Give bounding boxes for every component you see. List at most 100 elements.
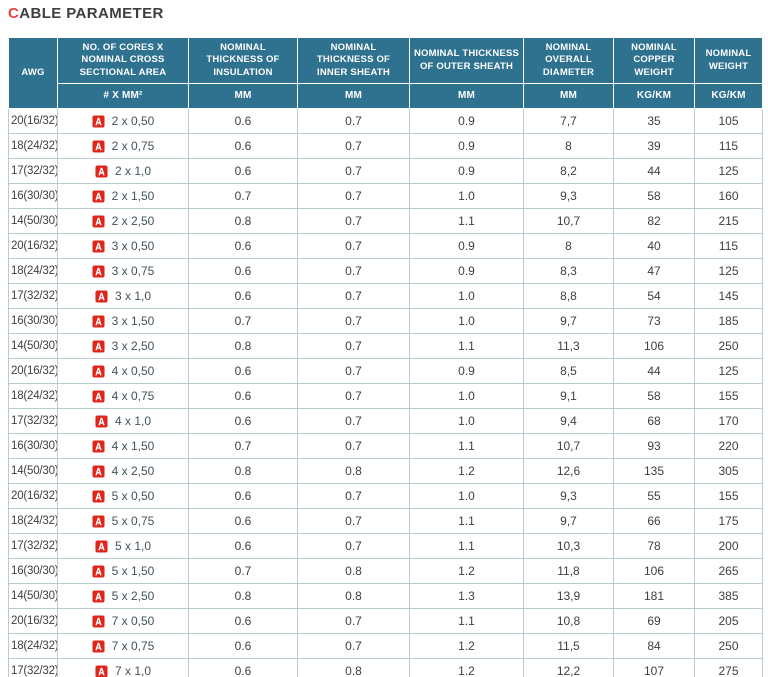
value-cell: 0.7: [297, 408, 410, 434]
cores-label: 4 x 2,50: [111, 464, 155, 478]
value-cell: 115: [694, 233, 763, 259]
cores-label: 2 x 1,50: [111, 189, 155, 203]
cores-label: 3 x 1,0: [114, 289, 152, 303]
table-row: 18(24/32) 5 x 0,75 0.6 0.7 1.1 9,7 66 175: [8, 508, 763, 534]
value-cell: 10,3: [523, 533, 614, 559]
value-cell: 1.0: [409, 308, 524, 334]
cores-cell: 4 x 1,50: [57, 433, 189, 459]
pdf-icon[interactable]: [95, 414, 108, 428]
table-row: 20(16/32) 3 x 0,50 0.6 0.7 0.9 8 40 115: [8, 233, 763, 259]
value-cell: 8,3: [523, 258, 614, 284]
cores-cell: 3 x 0,50: [57, 233, 189, 259]
value-cell: 0.7: [188, 433, 298, 459]
table-row: 14(50/30) 5 x 2,50 0.8 0.8 1.3 13,9 181 385: [8, 583, 763, 609]
value-cell: 215: [694, 208, 763, 234]
cores-label: 5 x 1,0: [114, 539, 152, 553]
value-cell: 1.0: [409, 483, 524, 509]
value-cell: 0.9: [409, 108, 524, 134]
pdf-icon[interactable]: [92, 114, 105, 128]
value-cell: 0.7: [297, 383, 410, 409]
table-row: 20(16/32) 7 x 0,50 0.6 0.7 1.1 10,8 69 205: [8, 608, 763, 634]
pdf-icon[interactable]: [92, 489, 105, 503]
cores-cell: 7 x 0,75: [57, 633, 189, 659]
col-header-insulation: NOMINAL THICKNESS OF INSULATION: [188, 37, 298, 84]
value-cell: 0.8: [297, 658, 410, 677]
value-cell: 12,6: [523, 458, 614, 484]
value-cell: 106: [613, 333, 695, 359]
pdf-icon[interactable]: [92, 564, 105, 578]
value-cell: 0.8: [297, 458, 410, 484]
unit-cores: # X MM²: [57, 83, 189, 109]
pdf-icon[interactable]: [92, 214, 105, 228]
pdf-icon[interactable]: [95, 164, 108, 178]
value-cell: 0.6: [188, 258, 298, 284]
cores-cell: 2 x 1,50: [57, 183, 189, 209]
table-row: 20(16/32) 5 x 0,50 0.6 0.7 1.0 9,3 55 155: [8, 483, 763, 509]
value-cell: 0.7: [297, 158, 410, 184]
value-cell: 44: [613, 358, 695, 384]
table-row: 17(32/32) 4 x 1,0 0.6 0.7 1.0 9,4 68 170: [8, 408, 763, 434]
awg-cell: 17(32/32): [8, 658, 58, 677]
pdf-icon[interactable]: [92, 139, 105, 153]
pdf-icon[interactable]: [92, 514, 105, 528]
pdf-icon[interactable]: [95, 289, 108, 303]
cores-label: 4 x 1,0: [114, 414, 152, 428]
cores-cell: 3 x 2,50: [57, 333, 189, 359]
awg-cell: 18(24/32): [8, 633, 58, 659]
value-cell: 305: [694, 458, 763, 484]
pdf-icon[interactable]: [95, 664, 108, 677]
pdf-icon[interactable]: [92, 439, 105, 453]
cores-cell: 4 x 2,50: [57, 458, 189, 484]
value-cell: 1.0: [409, 283, 524, 309]
cores-cell: 5 x 1,50: [57, 558, 189, 584]
cores-cell: 7 x 0,50: [57, 608, 189, 634]
pdf-icon[interactable]: [92, 339, 105, 353]
value-cell: 0.7: [297, 258, 410, 284]
pdf-icon[interactable]: [92, 614, 105, 628]
value-cell: 0.9: [409, 358, 524, 384]
cores-label: 5 x 1,50: [111, 564, 155, 578]
pdf-icon[interactable]: [92, 589, 105, 603]
value-cell: 0.6: [188, 108, 298, 134]
table-header: AWG NO. OF CORES X NOMINAL CROSS SECTION…: [8, 37, 763, 109]
pdf-icon[interactable]: [95, 539, 108, 553]
value-cell: 1.2: [409, 458, 524, 484]
table-row: 17(32/32) 2 x 1,0 0.6 0.7 0.9 8,2 44 125: [8, 158, 763, 184]
value-cell: 200: [694, 533, 763, 559]
value-cell: 0.9: [409, 233, 524, 259]
awg-cell: 18(24/32): [8, 508, 58, 534]
pdf-icon[interactable]: [92, 314, 105, 328]
col-header-awg: AWG: [8, 37, 58, 109]
pdf-icon[interactable]: [92, 189, 105, 203]
value-cell: 181: [613, 583, 695, 609]
pdf-icon[interactable]: [92, 389, 105, 403]
pdf-icon[interactable]: [92, 464, 105, 478]
table-row: 20(16/32) 4 x 0,50 0.6 0.7 0.9 8,5 44 125: [8, 358, 763, 384]
unit-weight: KG/KM: [694, 83, 763, 109]
awg-cell: 17(32/32): [8, 158, 58, 184]
value-cell: 58: [613, 383, 695, 409]
cores-label: 2 x 0,75: [111, 139, 155, 153]
page-title-accent: C: [8, 5, 20, 22]
awg-cell: 16(30/30): [8, 183, 58, 209]
value-cell: 1.2: [409, 633, 524, 659]
value-cell: 0.7: [297, 433, 410, 459]
cores-label: 2 x 1,0: [114, 164, 152, 178]
pdf-icon[interactable]: [92, 239, 105, 253]
pdf-icon[interactable]: [92, 364, 105, 378]
value-cell: 170: [694, 408, 763, 434]
pdf-icon[interactable]: [92, 639, 105, 653]
cores-label: 7 x 0,50: [111, 614, 155, 628]
value-cell: 11,5: [523, 633, 614, 659]
table-row: 18(24/32) 2 x 0,75 0.6 0.7 0.9 8 39 115: [8, 133, 763, 159]
cores-cell: 2 x 0,75: [57, 133, 189, 159]
cores-label: 3 x 1,50: [111, 314, 155, 328]
cores-label: 7 x 1,0: [114, 664, 152, 677]
value-cell: 0.7: [297, 283, 410, 309]
awg-cell: 16(30/30): [8, 308, 58, 334]
value-cell: 0.8: [188, 208, 298, 234]
value-cell: 0.6: [188, 508, 298, 534]
cores-cell: 3 x 1,0: [57, 283, 189, 309]
pdf-icon[interactable]: [92, 264, 105, 278]
value-cell: 8,8: [523, 283, 614, 309]
